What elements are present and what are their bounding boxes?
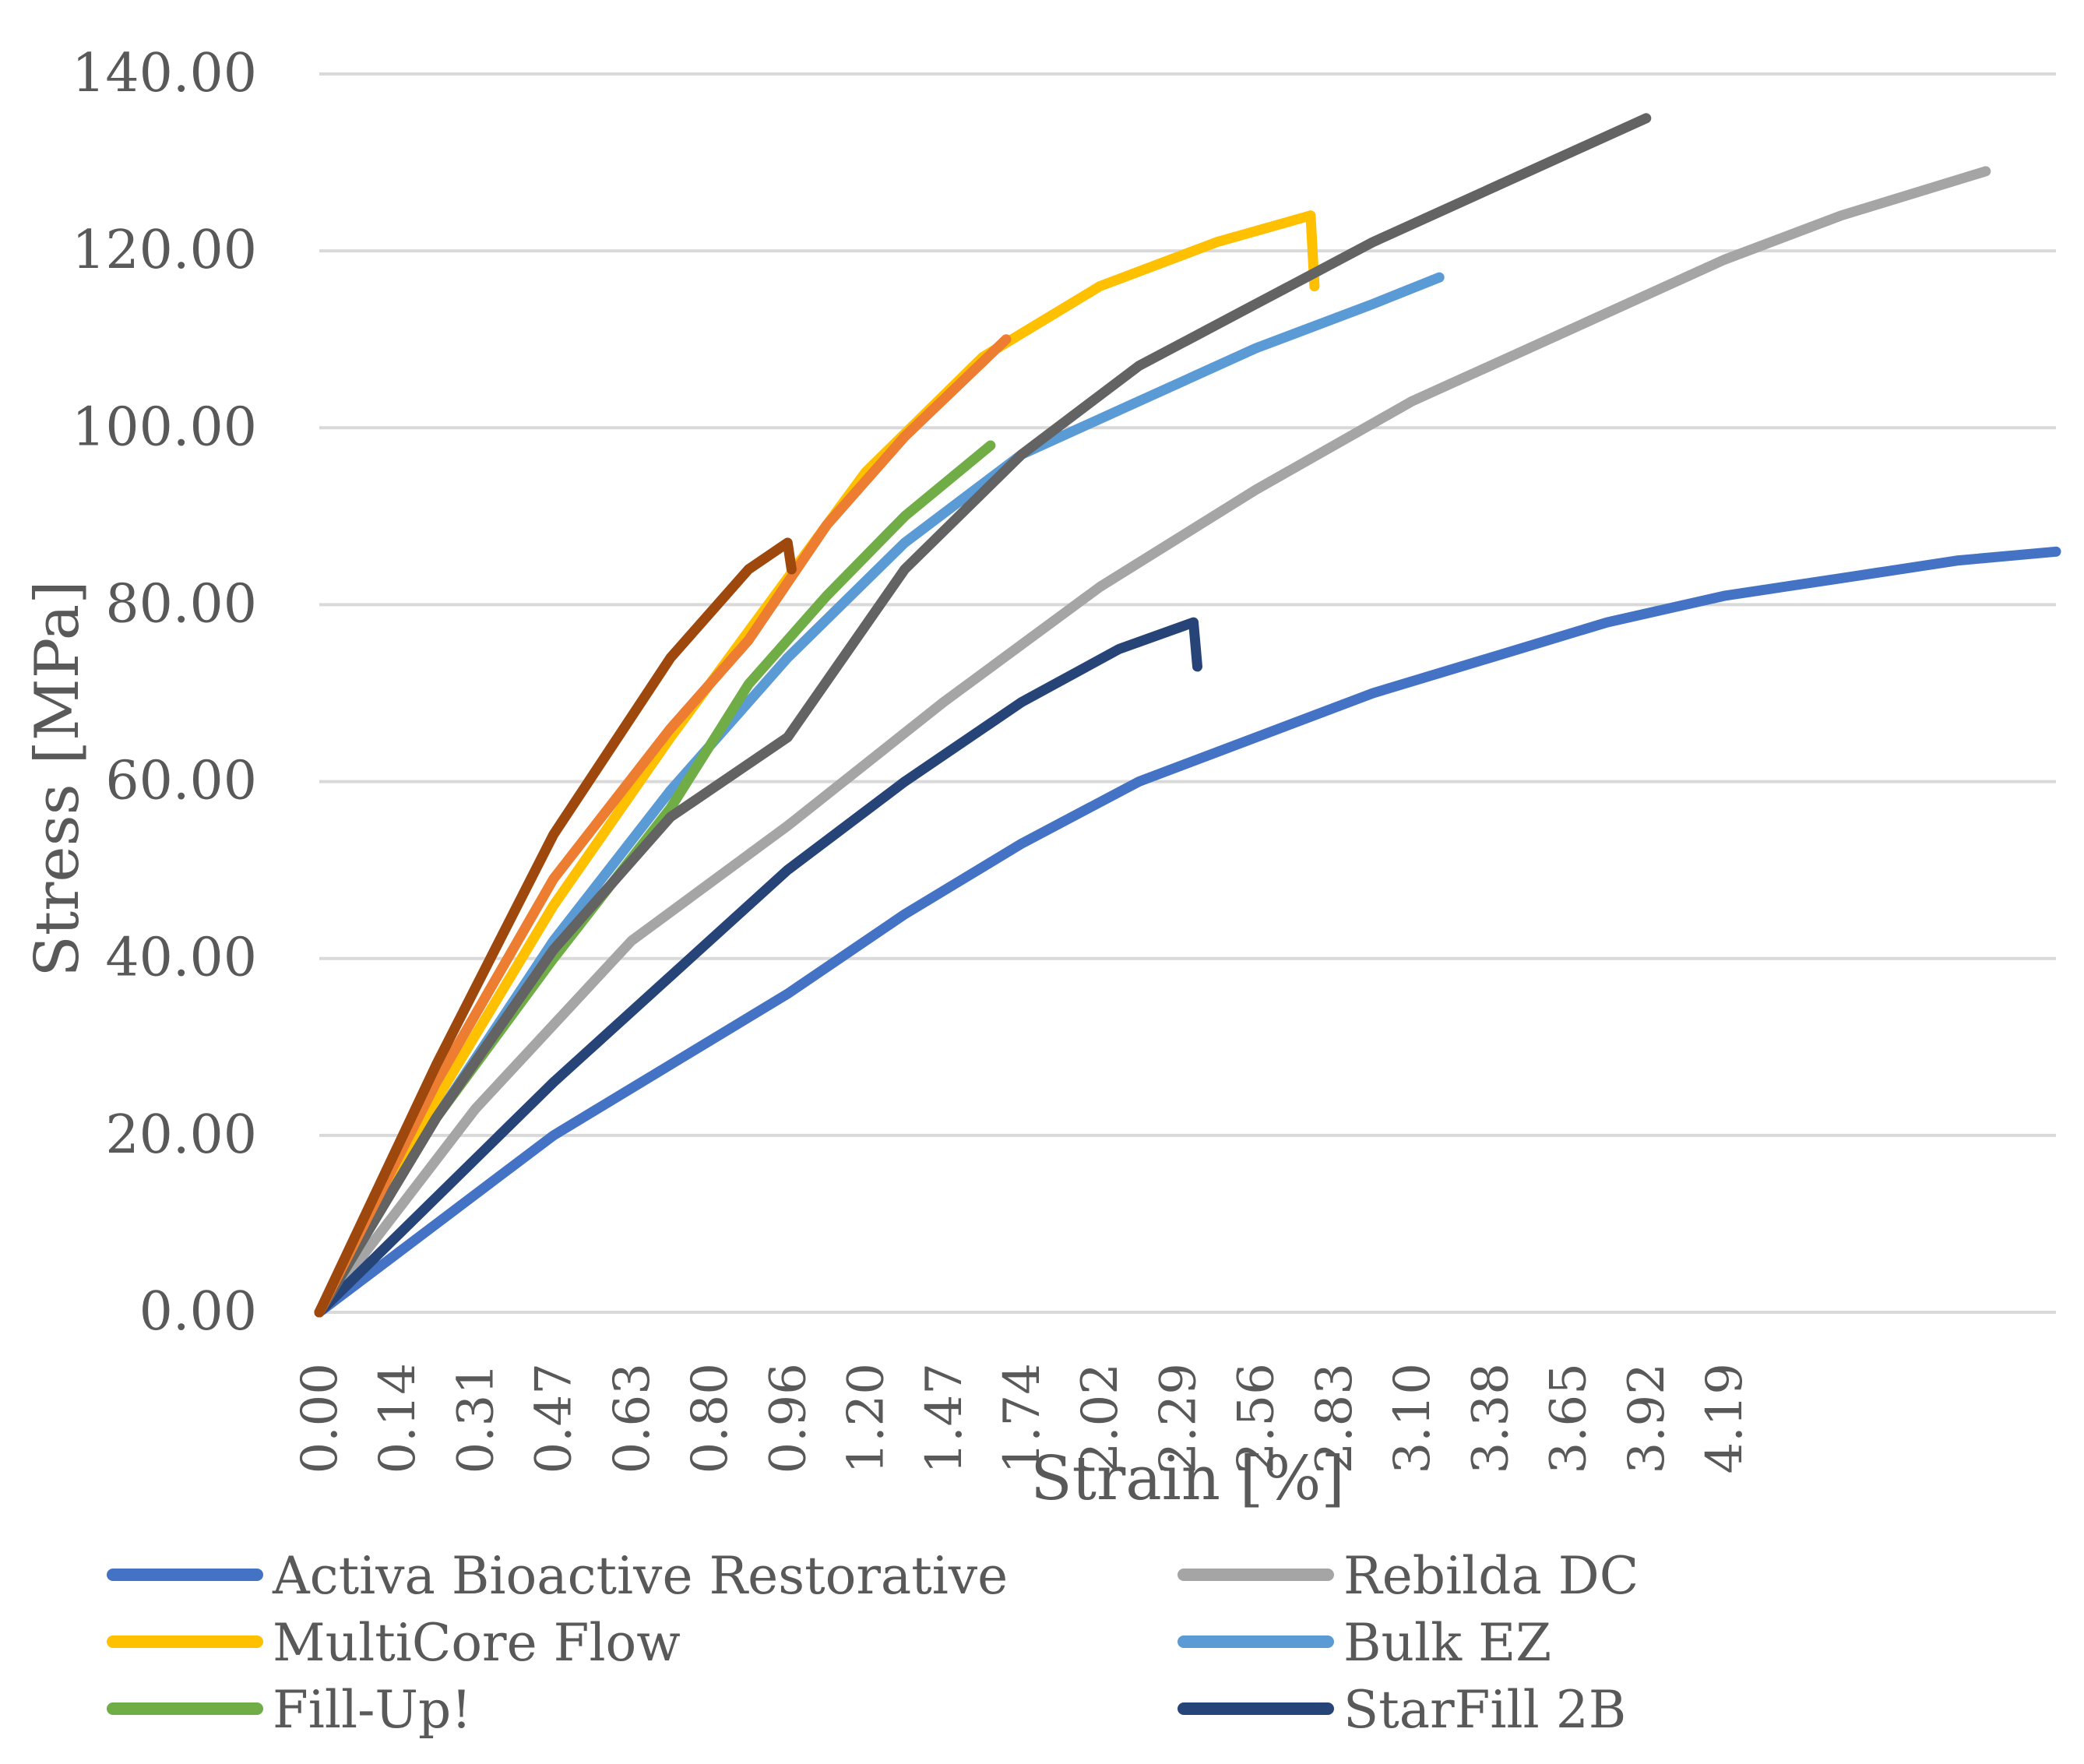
y-tick-label: 40.00	[105, 928, 257, 989]
x-tick-label: 2.29	[1149, 1363, 1207, 1474]
x-tick-label: 0.96	[759, 1363, 817, 1474]
series-line-8	[314, 334, 1012, 1318]
x-tick-label: 0.31	[447, 1363, 505, 1474]
legend: Activa Bioactive Restorative Rebilda DC Mu…	[107, 1546, 1639, 1740]
y-tick-label: 0.00	[139, 1281, 257, 1343]
x-tick-label: 0.47	[526, 1363, 583, 1474]
x-tick-label: 3.92	[1618, 1363, 1676, 1474]
x-tick-label: 0.63	[604, 1363, 661, 1474]
y-tick-label: 60.00	[105, 751, 257, 812]
x-tick-label: 3.65	[1540, 1363, 1598, 1474]
y-axis-title: Stress [MPa]	[23, 580, 93, 977]
y-tick-label: 120.00	[72, 220, 257, 281]
x-tick-label: 3.10	[1384, 1363, 1442, 1474]
x-tick-label: 2.02	[1072, 1363, 1129, 1474]
x-tick-label: 2.56	[1228, 1363, 1286, 1474]
x-tick-label: 2.83	[1306, 1363, 1364, 1474]
legend-entry-label: Fill-Up!	[273, 1680, 472, 1740]
x-tick-label: 1.20	[838, 1363, 896, 1474]
tick-layer: 0.00 20.00 40.00 60.00 80.00 100.00 120.00 140.…	[72, 43, 1754, 1474]
x-axis-title: Strain [%]	[1030, 1444, 1345, 1514]
series-line-1	[314, 546, 2061, 1318]
x-tick-label: 1.47	[916, 1363, 973, 1474]
legend-entry-label: Rebilda DC	[1343, 1546, 1639, 1606]
series-line-2	[314, 166, 1991, 1318]
y-tick-label: 80.00	[105, 573, 257, 635]
legend-entry-label: Activa Bioactive Restorative	[272, 1546, 1008, 1606]
x-tick-label: 3.38	[1462, 1363, 1519, 1474]
legend-entry-label: MultiCore Flow	[273, 1613, 681, 1673]
series-line-9	[314, 537, 797, 1318]
y-tick-label: 20.00	[105, 1104, 257, 1166]
legend-entry-label: StarFill 2B	[1343, 1680, 1626, 1740]
y-tick-label: 100.00	[72, 396, 257, 458]
x-tick-label: 1.74	[994, 1363, 1051, 1474]
y-tick-label: 140.00	[72, 43, 257, 104]
series-line-6	[314, 617, 1202, 1318]
x-tick-label: 4.19	[1696, 1363, 1754, 1474]
x-tick-label: 0.14	[369, 1363, 427, 1474]
series-layer	[314, 113, 2061, 1318]
x-tick-label: 0.80	[681, 1363, 739, 1474]
series-line-3	[314, 210, 1320, 1318]
grid-layer	[319, 72, 2056, 1314]
x-tick-label: 0.00	[291, 1363, 349, 1474]
series-line-7	[314, 113, 1652, 1318]
legend-entry-label: Bulk EZ	[1343, 1613, 1551, 1673]
